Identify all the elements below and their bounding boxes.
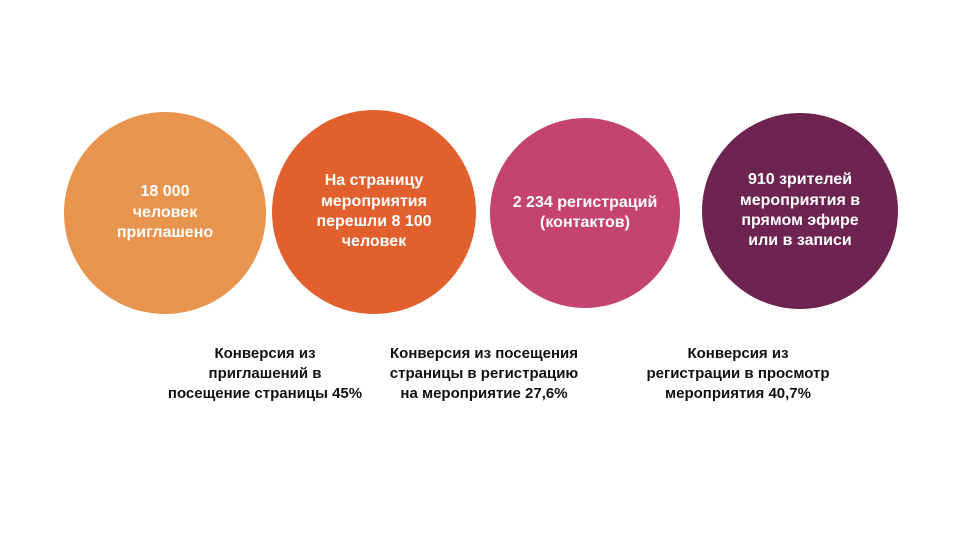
funnel-stage-registrations-label: 2 234 регистраций (контактов)	[512, 193, 658, 231]
funnel-stage-viewers-label: 910 зрителей мероприятия в прямом эфире …	[739, 171, 861, 250]
funnel-stage-invited-label: 18 000 человек приглашено	[116, 183, 214, 242]
conversion-label-invites-to-visits: Конверсия из приглашений в посещение стр…	[167, 345, 363, 402]
funnel-stage-viewers: 910 зрителей мероприятия в прямом эфире …	[702, 113, 898, 309]
funnel-stage-invited: 18 000 человек приглашено	[64, 112, 266, 314]
funnel-stage-page-visits: На страницу мероприятия перешли 8 100 че…	[272, 110, 476, 314]
conversion-label-visits-to-registrations: Конверсия из посещения страницы в регист…	[389, 345, 579, 402]
conversion-label-registrations-to-views: Конверсия из регистрации в просмотр меро…	[646, 345, 830, 402]
funnel-stage-page-visits-label: На страницу мероприятия перешли 8 100 че…	[316, 172, 432, 251]
funnel-stage-registrations: 2 234 регистраций (контактов)	[490, 118, 680, 308]
